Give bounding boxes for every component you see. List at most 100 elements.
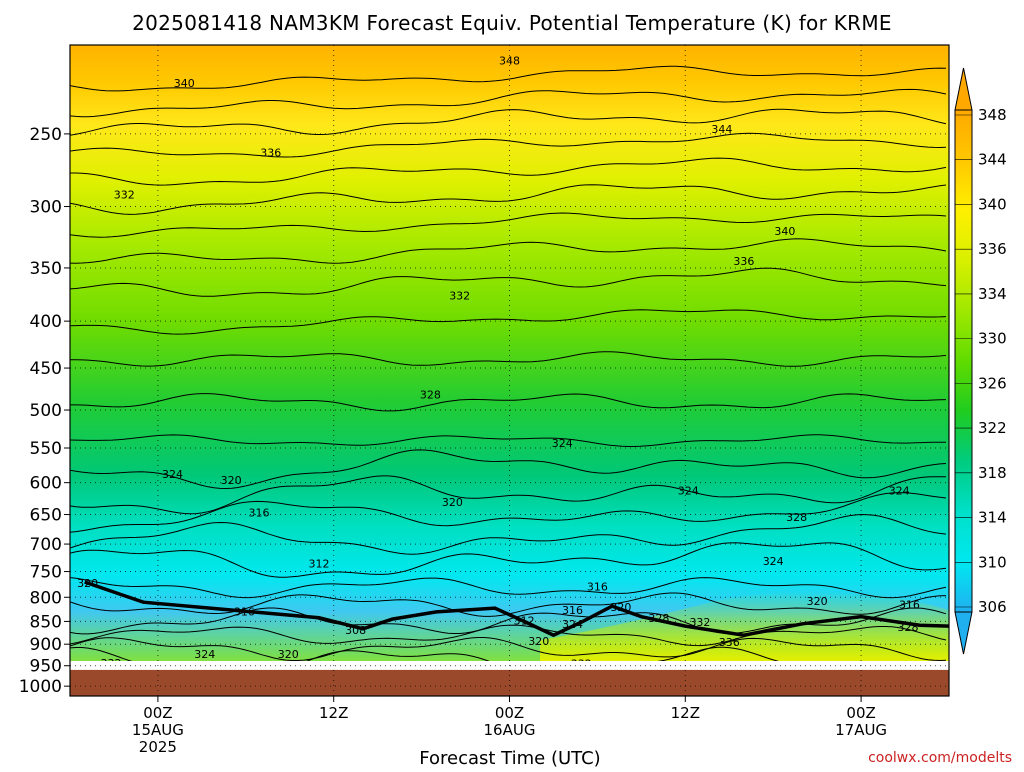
colorbar-label: 340 (978, 195, 1007, 213)
y-tick-label: 700 (30, 535, 62, 555)
x-tick-label: 15AUG (132, 721, 184, 739)
y-tick-label: 950 (30, 657, 62, 677)
contour-label: 324 (763, 555, 784, 568)
contour-line (70, 577, 947, 599)
contour-line (70, 238, 947, 264)
contour-label: 340 (774, 225, 795, 238)
contour-line (70, 393, 947, 412)
y-tick-label: 350 (30, 259, 62, 279)
contour-label: 316 (587, 581, 608, 594)
contour-label: 336 (733, 255, 754, 268)
contour-line (70, 309, 947, 335)
x-tick-label: 2025 (139, 738, 177, 756)
credit-link[interactable]: coolwx.com/modelts (868, 750, 1012, 766)
contour-label: 336 (719, 636, 740, 649)
contour-line (70, 88, 947, 118)
x-axis-label: Forecast Time (UTC) (419, 748, 600, 768)
contour-label: 328 (648, 612, 669, 625)
x-tick-label: 12Z (671, 704, 700, 722)
colorbar-label: 314 (978, 509, 1007, 527)
contour-label: 328 (786, 511, 807, 524)
contour-line (70, 624, 947, 647)
y-tick-label: 600 (30, 474, 62, 494)
y-tick-label: 550 (30, 439, 62, 459)
y-tick-label: 450 (30, 359, 62, 379)
contour-label: 332 (449, 289, 470, 302)
contour-line (70, 267, 947, 297)
y-tick-label: 500 (30, 401, 62, 421)
x-tick-label: 16AUG (484, 721, 536, 739)
y-tick-label: 300 (30, 198, 62, 218)
colorbar-label: 336 (978, 240, 1007, 258)
colorbar-label: 318 (978, 464, 1007, 482)
contour-label: 332 (571, 658, 592, 671)
y-tick-label: 850 (30, 612, 62, 632)
y-tick-label: 250 (30, 125, 62, 145)
contour-label: 320 (442, 496, 463, 509)
contour-line (70, 108, 947, 136)
contour-line (70, 132, 947, 158)
contour-label: 312 (514, 614, 535, 627)
colorbar-bottom-arrow (954, 611, 973, 655)
contour-line (70, 65, 947, 92)
contour-label: 320 (221, 474, 242, 487)
contour-label: 324 (194, 648, 215, 661)
contour-label: 316 (899, 599, 920, 612)
contour-label: 324 (562, 618, 583, 631)
colorbar-label: 334 (978, 285, 1007, 303)
x-tick-label: 00Z (846, 704, 875, 722)
contour-line (70, 475, 946, 515)
warm-boundary-layer-region (540, 591, 949, 661)
contour-label: 324 (678, 485, 699, 498)
y-tick-label: 1000 (19, 677, 62, 697)
contour-label: 324 (889, 485, 910, 498)
colorbar-label: 310 (978, 553, 1007, 571)
colorbar-label: 326 (978, 374, 1007, 392)
contour-label: 312 (309, 558, 330, 571)
x-tick-label: 00Z (495, 704, 524, 722)
x-tick-label: 00Z (143, 704, 172, 722)
contour-label: 308 (345, 624, 366, 637)
contour-line (70, 513, 947, 555)
contour-line (70, 434, 947, 447)
y-tick-label: 750 (30, 563, 62, 583)
ground-below-surface (70, 669, 949, 696)
contour-label: 332 (689, 616, 710, 629)
contour-label: 324 (162, 468, 183, 481)
x-tick-label: 12Z (319, 704, 348, 722)
contour-label: 328 (897, 621, 918, 634)
y-tick-label: 900 (30, 635, 62, 655)
colorbar-label: 322 (978, 419, 1007, 437)
contour-label: 348 (499, 55, 520, 68)
contour-label: 316 (562, 604, 583, 617)
colorbar-label: 306 (978, 598, 1007, 616)
contour-line (70, 449, 947, 490)
colorbar: 348 344 340 336 334 330 326 322 318 314 310 306 (954, 67, 1007, 655)
contour-label: 316 (234, 605, 255, 618)
contour-line (70, 351, 947, 367)
contour-label: 320 (278, 648, 299, 661)
contour-label: 344 (711, 123, 732, 136)
contour-line-dense (84, 580, 949, 638)
grid-lines (70, 45, 949, 696)
colorbar-label: 344 (978, 151, 1007, 169)
contour-label: 320 (77, 577, 98, 590)
contour-label: 316 (248, 507, 269, 520)
y-tick-label: 650 (30, 506, 62, 526)
contour-label: 320 (807, 595, 828, 608)
chart-title: 2025081418 NAM3KM Forecast Equiv. Potent… (132, 11, 892, 35)
y-axis: 250 300 350 400 450 500 550 600 650 700 750 800 850 9… (19, 125, 70, 697)
contour-lines (70, 65, 949, 661)
theta-e-field (70, 45, 949, 661)
x-tick-label: 17AUG (835, 721, 887, 739)
colorbar-label: 348 (978, 106, 1007, 124)
contour-label: 332 (114, 188, 135, 201)
colorbar-top-arrow (954, 67, 973, 111)
contour-label: 320 (610, 601, 631, 614)
colorbar-scale (954, 109, 973, 613)
